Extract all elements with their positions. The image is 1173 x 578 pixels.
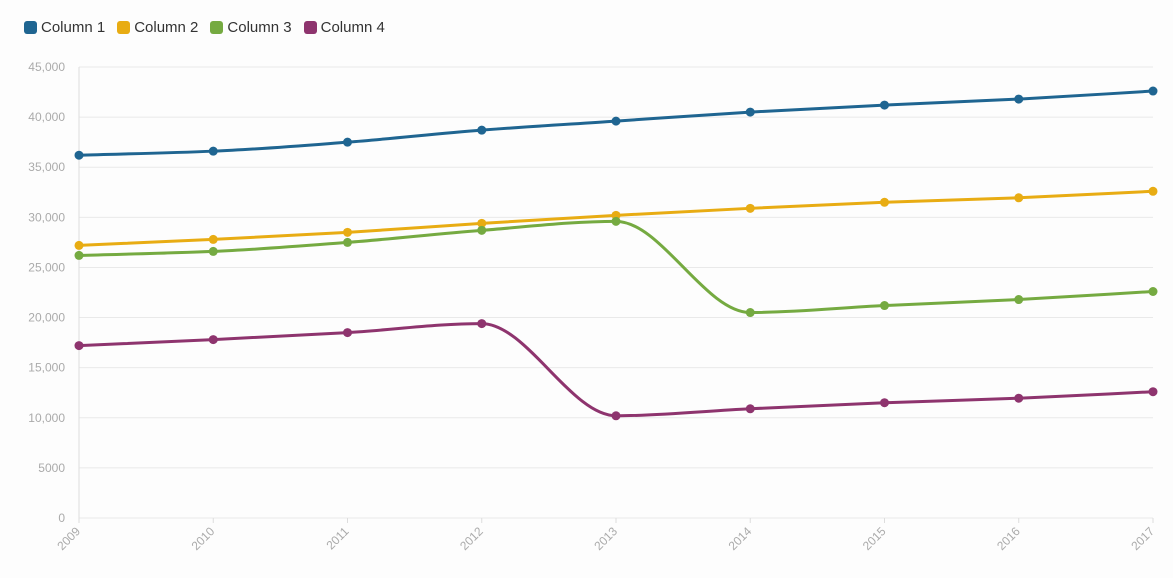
data-point[interactable] — [611, 411, 621, 421]
data-point[interactable] — [745, 107, 755, 117]
data-point[interactable] — [477, 225, 487, 235]
data-point[interactable] — [74, 250, 84, 260]
data-point[interactable] — [1014, 94, 1024, 104]
x-tick-label: 2016 — [994, 524, 1023, 553]
x-tick-label: 2014 — [726, 524, 755, 553]
data-point[interactable] — [1014, 393, 1024, 403]
data-point[interactable] — [1148, 186, 1158, 196]
y-tick-label: 10,000 — [28, 411, 65, 425]
x-tick-label: 2011 — [323, 524, 351, 552]
legend-label: Column 4 — [320, 19, 385, 36]
legend-label: Column 2 — [134, 19, 199, 36]
data-point[interactable] — [343, 137, 352, 147]
data-point[interactable] — [74, 341, 84, 351]
y-tick-label: 25,000 — [28, 260, 65, 274]
data-point[interactable] — [880, 398, 889, 408]
legend-swatch — [24, 21, 37, 34]
data-point[interactable] — [477, 218, 487, 228]
x-tick-label: 2012 — [457, 524, 486, 553]
y-tick-label: 35,000 — [28, 160, 65, 174]
data-point[interactable] — [880, 197, 889, 207]
data-point[interactable] — [611, 216, 621, 226]
data-point[interactable] — [343, 227, 352, 237]
data-point[interactable] — [1014, 193, 1024, 203]
data-point[interactable] — [1014, 295, 1024, 305]
series-line-3[interactable] — [77, 219, 1155, 315]
legend-label: Column 1 — [41, 19, 106, 36]
data-point[interactable] — [208, 234, 218, 244]
data-point[interactable] — [74, 240, 84, 250]
legend-item[interactable]: Column 3 — [210, 19, 292, 36]
x-tick-label: 2015 — [860, 524, 889, 553]
data-point[interactable] — [343, 237, 352, 247]
data-point[interactable] — [880, 100, 889, 110]
y-tick-label: 15,000 — [28, 361, 65, 375]
data-point[interactable] — [208, 246, 218, 256]
y-tick-label: 40,000 — [28, 110, 65, 124]
data-point[interactable] — [611, 116, 621, 126]
data-point[interactable] — [1148, 286, 1158, 296]
data-point[interactable] — [745, 203, 755, 213]
data-point[interactable] — [343, 328, 352, 338]
data-point[interactable] — [1148, 86, 1158, 96]
legend-item[interactable]: Column 2 — [117, 19, 198, 36]
chart-legend: Column 1 Column 2 Column 3 Column 4 — [24, 19, 385, 36]
y-tick-label: 20,000 — [28, 311, 65, 325]
y-tick-label: 30,000 — [28, 210, 65, 224]
legend-item[interactable]: Column 4 — [303, 19, 385, 36]
legend-swatch — [117, 21, 131, 34]
data-point[interactable] — [477, 125, 487, 135]
y-tick-label: 45,000 — [28, 60, 65, 74]
data-point[interactable] — [477, 319, 487, 329]
y-tick-label: 5000 — [38, 461, 65, 475]
x-tick-label: 2009 — [54, 524, 83, 553]
legend-swatch — [303, 21, 317, 34]
x-tick-label: 2013 — [591, 524, 620, 553]
data-point[interactable] — [745, 308, 755, 318]
series-line-4[interactable] — [77, 322, 1155, 418]
data-point[interactable] — [208, 146, 218, 156]
legend-label: Column 3 — [227, 19, 292, 36]
y-tick-label: 0 — [58, 511, 65, 525]
data-point[interactable] — [1148, 387, 1158, 397]
data-point[interactable] — [74, 150, 84, 160]
legend-swatch — [210, 21, 224, 34]
legend-item[interactable]: Column 1 — [24, 19, 105, 36]
data-point[interactable] — [745, 404, 755, 414]
data-point[interactable] — [880, 301, 889, 311]
data-point[interactable] — [208, 335, 218, 345]
x-tick-label: 2010 — [189, 524, 218, 553]
x-tick-label: 2017 — [1128, 524, 1157, 553]
